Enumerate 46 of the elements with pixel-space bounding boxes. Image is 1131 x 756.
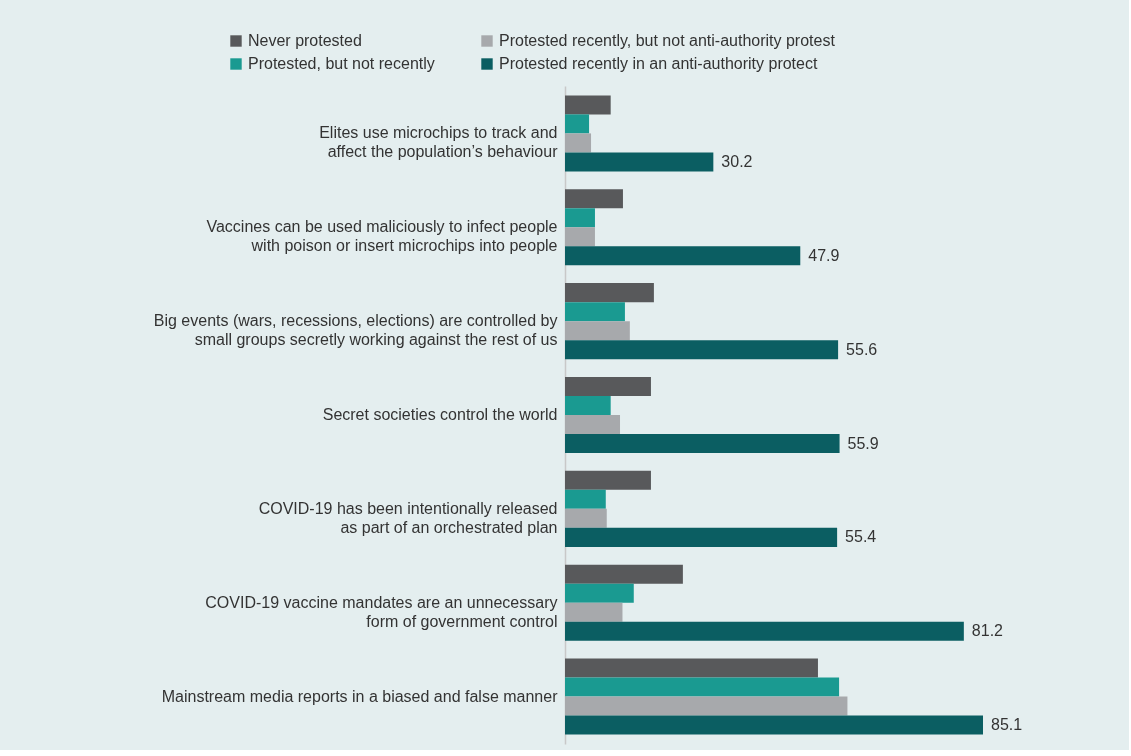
legend-label: Protested recently in an anti-authority protect (499, 55, 818, 72)
y-tick-label: Mainstream media reports in a biased and false manner (161, 687, 559, 705)
bar (565, 696, 848, 716)
y-tick-label: COVID-19 vaccine mandates are an unnecessary form of government control (205, 593, 558, 630)
data-label: 85.1 (991, 716, 1023, 734)
legend-label: Protested, but not recently (248, 55, 435, 72)
bar (565, 246, 801, 266)
bar (565, 95, 611, 115)
bar (565, 434, 840, 454)
data-label: 55.4 (845, 528, 877, 546)
y-tick-label: Big events (wars, recessions, elections) are controlled by small groups secretly working against the rest of us (153, 312, 558, 349)
data-label: 81.2 (971, 622, 1004, 640)
bar (565, 564, 683, 584)
bar (565, 283, 654, 303)
bar (565, 602, 623, 622)
bar (565, 415, 621, 435)
y-tick-label: COVID-19 has been intentionally released as part of an orchestrated plan (258, 499, 558, 536)
bar (565, 376, 651, 396)
bar (565, 321, 630, 341)
bar (565, 527, 838, 547)
bar (565, 340, 839, 360)
bar (565, 395, 611, 415)
bar (565, 152, 714, 172)
y-tick-label: Secret societies control the world (322, 406, 558, 423)
bar (565, 677, 840, 697)
data-label: 55.9 (847, 434, 879, 452)
bar (565, 508, 607, 528)
bar (565, 658, 818, 678)
bar (565, 189, 623, 209)
legend-label: Protested recently, but not anti-authority protest (499, 32, 836, 49)
bar (565, 133, 592, 153)
data-label: 30.2 (721, 152, 753, 170)
bar (565, 489, 606, 509)
bar (565, 302, 625, 322)
legend-label: Never protested (248, 32, 362, 49)
bar (565, 470, 651, 490)
bar (565, 583, 634, 603)
data-label: 47.9 (808, 246, 840, 264)
bar (565, 227, 595, 247)
data-label: 55.6 (846, 340, 878, 358)
y-tick-label: Elites use microchips to track and affect the population’s behaviour (319, 124, 559, 161)
bar (565, 715, 983, 735)
bar (565, 621, 964, 641)
y-tick-label: Vaccines can be used maliciously to infect people with poison or insert microchips into people (206, 218, 558, 255)
bar (565, 208, 595, 228)
bar (565, 114, 590, 134)
